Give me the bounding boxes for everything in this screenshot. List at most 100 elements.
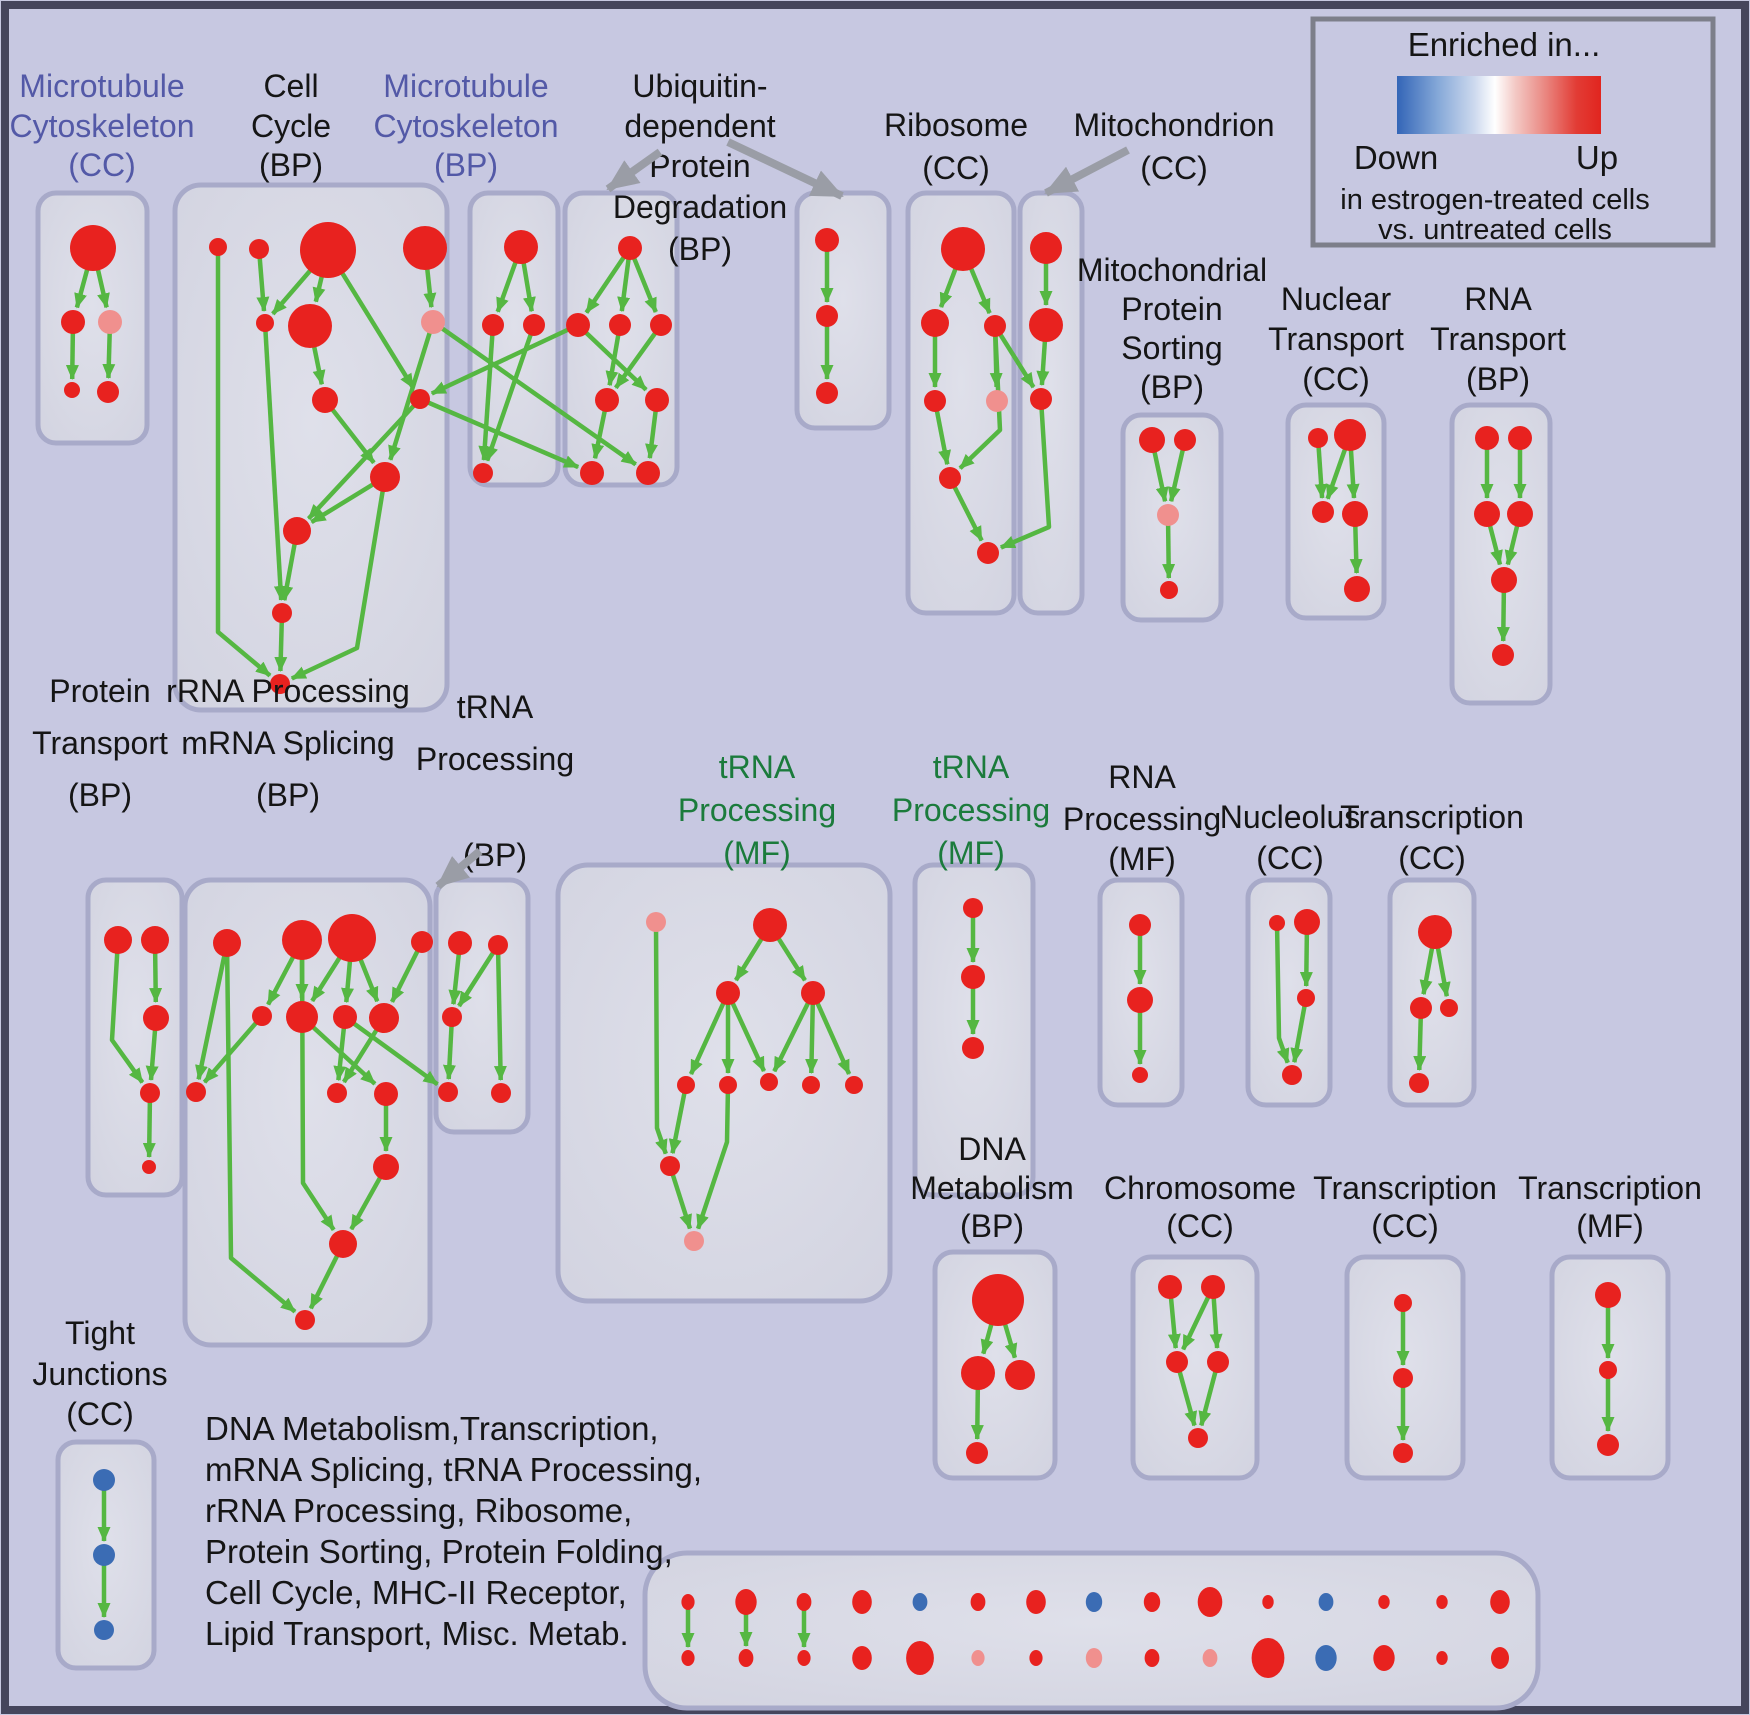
cell-cycle-bp-label: (BP): [259, 147, 323, 183]
microtubule-cytoskeleton-bp-label: Microtubule: [383, 68, 548, 104]
tight-junctions-cc-label: Tight: [65, 1315, 135, 1351]
gene-node: [374, 1082, 398, 1106]
edge-arrow: [306, 397, 422, 521]
gene-node: [1157, 504, 1179, 526]
trna-processing-mf-1-label: tRNA: [719, 749, 796, 785]
dna-metabolism-bp-box: [932, 1249, 1058, 1481]
gene-node: [1410, 997, 1432, 1019]
edge-arrow: [1314, 437, 1328, 499]
protein-transport-bp-label: Transport: [32, 725, 168, 761]
gene-node: [1315, 1645, 1337, 1671]
gene-node: [1262, 1595, 1274, 1609]
microtubule-cytoskeleton-cc-label: (CC): [68, 147, 136, 183]
trna-processing-mf-1-label: (MF): [723, 835, 791, 871]
mitochondrial-protein-sorting-bp-label: (BP): [1140, 369, 1204, 405]
gene-node: [906, 1641, 934, 1675]
gene-node: [1297, 989, 1315, 1007]
edge-arrow: [667, 1165, 693, 1230]
ubiquitin-dependent-protein-degradation-bp-a-label: Protein: [649, 148, 750, 184]
gene-node: [609, 314, 631, 336]
gene-node: [104, 926, 132, 954]
gene-node: [249, 239, 269, 259]
edge-arrow: [430, 322, 579, 396]
edge-arrow: [343, 1015, 439, 1087]
gene-node: [1129, 914, 1151, 936]
gene-node: [941, 227, 985, 271]
edge-arrow: [947, 476, 984, 542]
gene-node: [796, 1593, 812, 1611]
gene-node: [735, 1589, 757, 1615]
edge-arrow: [810, 992, 852, 1075]
rrna-processing-mrna-splicing-bp-label: (BP): [256, 777, 320, 813]
gene-node: [1474, 501, 1500, 527]
gene-node: [1393, 1368, 1413, 1388]
edge-arrow: [224, 942, 297, 1314]
gene-node: [283, 517, 311, 545]
transcription-mf-label: Transcription: [1518, 1170, 1702, 1206]
gene-node: [403, 226, 447, 270]
transcription-cc-mid-label: (CC): [1398, 840, 1466, 876]
trna-processing-mf-2-label: Processing: [892, 792, 1050, 828]
gene-node: [912, 1593, 928, 1611]
gene-node: [636, 461, 660, 485]
gene-node: [1005, 1360, 1035, 1390]
gene-node: [1440, 999, 1458, 1017]
gene-node: [282, 920, 322, 960]
gene-node: [488, 935, 508, 955]
dna-metabolism-bp-label: (BP): [960, 1208, 1024, 1244]
ubiquitin-dependent-protein-degradation-bp-a-label: dependent: [624, 108, 775, 144]
gene-node: [1132, 1067, 1148, 1083]
gene-node: [93, 1544, 115, 1566]
edge-arrow: [195, 942, 230, 1081]
edge-arrow: [613, 323, 663, 390]
nucleolus-cc-label: Nucleolus: [1220, 799, 1361, 835]
rna-transport-bp-label: (BP): [1466, 361, 1530, 397]
gene-node: [286, 1001, 318, 1033]
gene-node: [140, 1083, 160, 1103]
rna-processing-mf-label: RNA: [1108, 759, 1176, 795]
transcription-cc-bottom-box: [1344, 1254, 1466, 1481]
edge-arrow: [256, 248, 270, 312]
edge-arrow: [457, 943, 500, 1008]
gene-node: [1188, 1428, 1208, 1448]
gene-node: [1127, 987, 1153, 1013]
gene-node: [1282, 1065, 1302, 1085]
gene-node: [1475, 426, 1499, 450]
mitochondrial-protein-sorting-bp-label: Mitochondrial: [1077, 252, 1267, 288]
cell-cycle-bp-box: [172, 182, 450, 713]
rrna-processing-mrna-splicing-bp-label: mRNA Splicing: [181, 725, 394, 761]
misc-metabolism-box-box: [642, 1550, 1541, 1711]
gene-node: [760, 1073, 778, 1091]
ubiquitin-dependent-protein-degradation-bp-b-box: [794, 190, 892, 431]
edge-arrow: [389, 940, 425, 1003]
gene-node: [801, 981, 825, 1005]
edge-arrow: [323, 398, 376, 465]
gene-node: [442, 1007, 462, 1027]
gene-node: [252, 1006, 272, 1026]
gene-node: [645, 388, 669, 412]
gene-node: [300, 222, 356, 278]
gene-node: [962, 1037, 984, 1059]
edge-arrow: [215, 247, 272, 678]
gene-node: [209, 238, 227, 256]
gene-node: [1158, 1275, 1182, 1299]
edge-arrow: [493, 944, 507, 1081]
gene-node: [369, 1003, 399, 1033]
rna-processing-mf-label: Processing: [1063, 801, 1221, 837]
gene-node: [1174, 429, 1196, 451]
edge-arrow: [668, 1084, 689, 1155]
edge-arrow: [695, 1084, 731, 1230]
gene-node: [1490, 1590, 1510, 1614]
gene-node: [970, 1593, 986, 1611]
gene-node: [816, 382, 838, 404]
gene-node: [1308, 428, 1328, 448]
transcription-cc-bottom-label: (CC): [1371, 1208, 1439, 1244]
edge-arrow: [388, 321, 436, 461]
gene-node: [986, 390, 1008, 412]
dna-metabolism-bp-label: Metabolism: [910, 1170, 1074, 1206]
gene-node: [1491, 1647, 1509, 1669]
gene-node: [1085, 1592, 1103, 1612]
chromosome-cc-label: Chromosome: [1104, 1170, 1296, 1206]
edge-arrow: [431, 320, 637, 467]
gene-node: [1197, 1587, 1223, 1617]
